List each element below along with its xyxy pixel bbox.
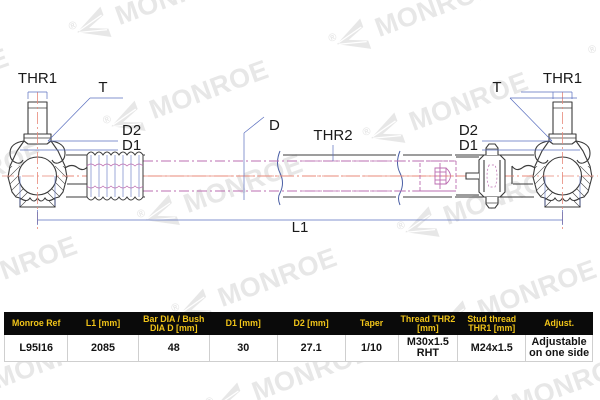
svg-text:THR2: THR2 <box>313 127 352 144</box>
svg-text:T: T <box>492 79 501 96</box>
svg-text:D1: D1 <box>459 137 478 154</box>
svg-text:D: D <box>269 117 280 134</box>
svg-text:L1: L1 <box>292 219 309 236</box>
svg-text:THR1: THR1 <box>543 70 582 87</box>
